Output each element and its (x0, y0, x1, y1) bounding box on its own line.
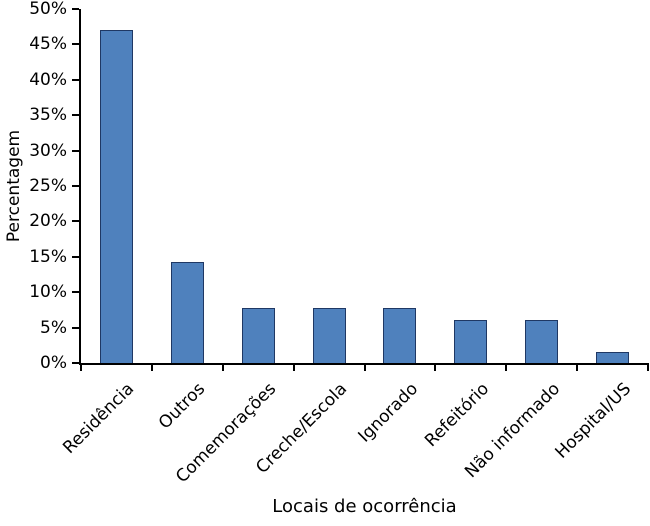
x-tick-mark (363, 363, 366, 371)
x-tick-mark (434, 363, 437, 371)
y-tick-label: 50% (29, 0, 67, 19)
x-tick-mark (150, 363, 153, 371)
y-tick-label: 30% (29, 140, 67, 161)
y-tick-label: 25% (29, 176, 67, 196)
y-tick-mark (72, 220, 79, 223)
y-tick-mark (72, 43, 79, 46)
y-tick-label: 40% (29, 69, 67, 90)
y-tick-label: 20% (29, 211, 67, 232)
x-tick-mark (292, 363, 295, 371)
y-tick-mark (72, 185, 79, 187)
bar-6 (454, 319, 488, 363)
y-tick-label: 0% (40, 353, 67, 373)
x-axis-title: Locais de ocorrência (272, 496, 457, 517)
bar-8 (596, 351, 630, 363)
bar-4 (312, 308, 346, 363)
plot-area: 0% 5% 10% 15% 20% 25% 30% 35% 40% 45% 50% (29, 0, 649, 373)
y-tick-mark (72, 78, 79, 81)
y-tick-mark (72, 362, 79, 364)
y-tick-mark (72, 326, 79, 329)
y-tick-mark (72, 291, 79, 294)
x-tick-mark (505, 363, 508, 371)
x-tick-mark (576, 363, 579, 371)
bar-3 (241, 308, 275, 363)
y-tick-mark (72, 8, 79, 10)
x-tick-mark (221, 363, 224, 371)
y-tick-mark (72, 149, 79, 152)
y-tick-label: 5% (40, 317, 67, 338)
y-tick-label: 15% (29, 246, 67, 267)
y-tick-label: 10% (29, 282, 67, 303)
bar-2 (170, 262, 204, 363)
y-tick-mark (72, 255, 79, 258)
bar-7 (525, 319, 559, 363)
bar-1 (99, 30, 133, 363)
y-tick-mark (72, 114, 79, 117)
bar-5 (383, 308, 417, 363)
y-tick-label: 35% (29, 105, 67, 126)
y-tick-label: 45% (29, 34, 67, 55)
x-tick-mark (647, 363, 649, 371)
x-tick-mark (80, 363, 82, 371)
